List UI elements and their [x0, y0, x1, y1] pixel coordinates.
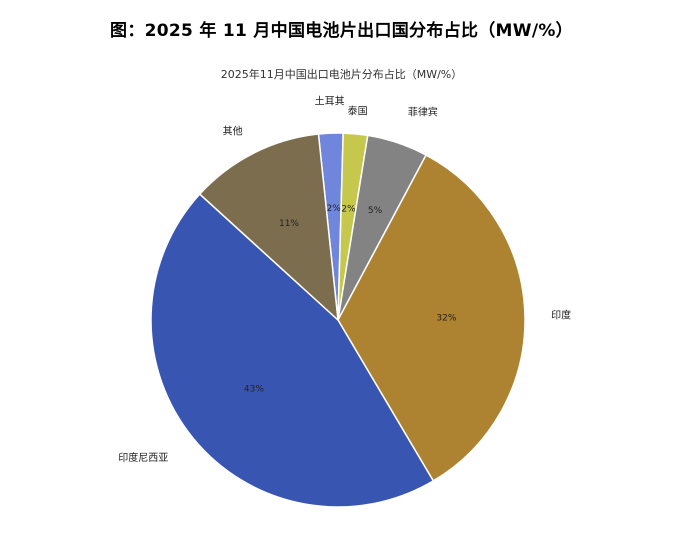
- slice-category-label: 泰国: [348, 105, 368, 118]
- slice-category-label: 菲律宾: [408, 106, 438, 119]
- pie-slice: [198, 133, 339, 322]
- slice-percent-label: 11%: [279, 219, 299, 229]
- slice-category-label: 印度: [551, 308, 571, 321]
- slice-category-label: 土耳其: [315, 94, 345, 107]
- slice-percent-label: 43%: [244, 385, 264, 395]
- slice-percent-label: 2%: [327, 204, 342, 214]
- slice-category-label: 印度尼西亚: [118, 451, 168, 464]
- slice-percent-label: 2%: [341, 204, 356, 214]
- chart-title: 2025年11月中国出口电池片分布占比（MW/%）: [220, 68, 463, 81]
- figure-title: 图：2025 年 11 月中国电池片出口国分布占比（MW/%）: [110, 21, 573, 41]
- slice-category-label: 其他: [223, 125, 243, 138]
- pie-slice: [150, 193, 435, 508]
- slice-percent-label: 5%: [368, 206, 383, 216]
- pie-slice: [337, 154, 526, 482]
- slice-percent-label: 32%: [436, 314, 456, 324]
